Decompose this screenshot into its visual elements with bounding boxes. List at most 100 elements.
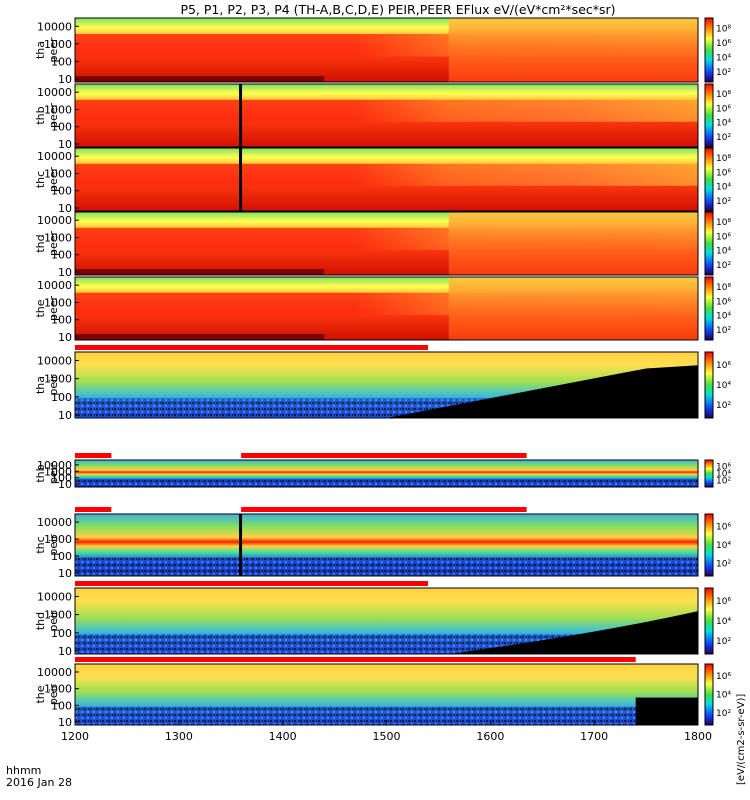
x-axis-label-date: 2016 Jan 28 — [6, 776, 72, 789]
panel-frame — [74, 459, 699, 488]
colorbar — [704, 276, 714, 341]
panel-thb-peer: 10 100 1000 10000 thb peer 10² 10⁴ 10⁶ 10⁸ — [34, 83, 731, 151]
panel-label-probe: thc — [34, 171, 47, 188]
panel-frame — [74, 211, 699, 276]
colorbar-tick-label: 10⁶ — [716, 597, 731, 607]
y-tick-label: 10 — [58, 266, 72, 279]
y-tick-label: 10000 — [37, 354, 72, 367]
flag-segment — [75, 507, 112, 512]
spectrogram-core — [75, 163, 698, 186]
panel-label-species: peer — [47, 231, 60, 257]
panel-frame — [74, 587, 699, 655]
colorbar-tick-label: 10⁴ — [716, 541, 731, 551]
colorbar-label: [eV/(cm2-s-sr-eV)] — [736, 694, 747, 785]
flag-segment — [75, 581, 429, 586]
y-tick-label: 100 — [51, 314, 72, 327]
quality-flag-bar — [75, 345, 698, 350]
panel-frame — [74, 83, 699, 148]
colorbar — [704, 513, 714, 577]
panel-the-peer: 10 100 1000 10000 the peer 10² 10⁴ 10⁶ 10⁸ — [34, 276, 731, 344]
panel-label-probe: thc — [34, 536, 47, 553]
y-tick-label: 1000 — [44, 373, 72, 386]
flag-segment — [241, 453, 527, 458]
colorbar-tick-label: 10⁶ — [716, 463, 731, 473]
late-region — [448, 277, 698, 340]
flag-segment — [75, 453, 112, 458]
colorbar-tick-label: 10⁴ — [716, 470, 731, 480]
flag-segment — [241, 507, 527, 512]
panel-label-probe: tha — [34, 41, 47, 59]
panel-label-species: peer — [47, 167, 60, 193]
colorbar — [704, 663, 714, 726]
colorbar-tick-label: 10⁴ — [716, 119, 731, 129]
colorbar-tick-label: 10⁸ — [716, 24, 731, 34]
panel-frame — [74, 276, 699, 341]
y-tick-label: 10 — [58, 202, 72, 215]
colorbar-tick-label: 10² — [716, 133, 731, 143]
panel-label-species: peir — [47, 683, 60, 705]
x-tick-label: 1300 — [165, 730, 193, 743]
y-tick-label: 1000 — [44, 533, 72, 546]
low-energy-edge — [75, 334, 325, 340]
colorbar-tick-label: 10⁴ — [716, 247, 731, 257]
y-tick-label: 100 — [51, 472, 72, 485]
panel-frame — [74, 513, 699, 577]
y-tick-label: 1000 — [44, 296, 72, 309]
panel-frame — [74, 147, 699, 212]
data-gap — [239, 148, 243, 211]
colorbar — [704, 587, 714, 655]
panel-thc-peir: 10 100 1000 10000 thc peir 10² 10⁴ 10⁶ — [34, 513, 731, 580]
panel-thc-peer: 10 100 1000 10000 thc peer 10² 10⁴ 10⁶ 10⁸ — [34, 147, 731, 215]
colorbar-tick-label: 10⁶ — [716, 104, 731, 114]
y-tick-label: 1000 — [44, 609, 72, 622]
x-axis-label-hhmm: hhmm — [6, 764, 41, 777]
colorbar-tick-label: 10⁶ — [716, 297, 731, 307]
panel-label-probe: thb — [34, 106, 47, 124]
noise-floor — [75, 706, 698, 725]
colorbar — [704, 83, 714, 148]
x-tick-label: 1500 — [373, 730, 401, 743]
quality-flag-bar — [75, 657, 698, 662]
colorbar-tick-label: 10⁶ — [716, 39, 731, 49]
y-tick-label: 1000 — [44, 465, 72, 478]
y-tick-label: 10 — [58, 478, 72, 491]
colorbar-tick-label: 10⁶ — [716, 168, 731, 178]
quality-flag-bar — [75, 581, 698, 586]
y-tick-label: 10000 — [37, 516, 72, 529]
figure-title: P5, P1, P2, P3, P4 (TH-A,B,C,D,E) PEIR,P… — [180, 2, 615, 17]
y-tick-label: 10 — [58, 567, 72, 580]
x-tick-label: 1400 — [269, 730, 297, 743]
panel-label-probe: the — [34, 685, 47, 703]
x-tick-label: 1700 — [580, 730, 608, 743]
colorbar-tick-label: 10⁶ — [716, 232, 731, 242]
panel-label-species: peer — [47, 37, 60, 63]
panel-label-probe: the — [34, 299, 47, 317]
late-region — [448, 18, 698, 82]
panel-label-species: peir — [47, 534, 60, 556]
spectrogram-core — [75, 99, 698, 122]
low-energy-edge — [75, 76, 325, 82]
colorbar-tick-label: 10⁴ — [716, 691, 731, 701]
noise-floor — [75, 557, 698, 576]
colorbar-tick-label: 10² — [716, 560, 731, 570]
y-tick-label: 100 — [51, 185, 72, 198]
flag-segment — [75, 657, 636, 662]
colorbar-tick-label: 10² — [716, 477, 731, 487]
y-tick-label: 1000 — [44, 103, 72, 116]
data-gap — [239, 84, 243, 147]
quality-flag-bar — [75, 453, 698, 458]
y-tick-label: 10 — [58, 409, 72, 422]
y-tick-label: 100 — [51, 121, 72, 134]
panel-thd-peir: 10 100 1000 10000 thd peir 10² 10⁴ 10⁶ — [34, 587, 731, 658]
no-data-region — [448, 611, 698, 654]
y-tick-label: 10 — [58, 716, 72, 729]
panel-label-probe: thb — [34, 464, 47, 482]
x-tick-label: 1800 — [684, 730, 712, 743]
y-tick-label: 100 — [51, 249, 72, 262]
y-tick-label: 10000 — [37, 20, 72, 33]
panel-label-species: peir — [47, 374, 60, 396]
y-tick-label: 1000 — [44, 38, 72, 51]
colorbar-tick-label: 10² — [716, 261, 731, 271]
colorbar — [704, 459, 714, 488]
